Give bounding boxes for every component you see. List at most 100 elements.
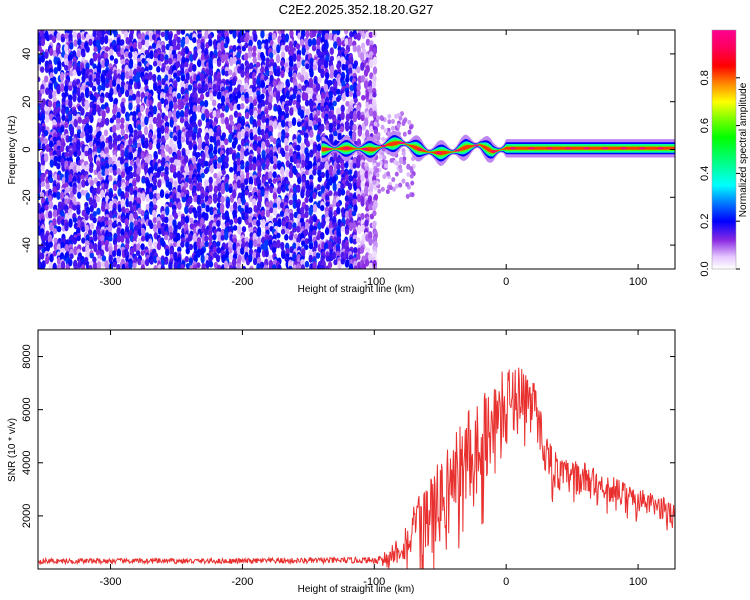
heatmap-cell	[233, 110, 239, 118]
heatmap-cell	[80, 189, 85, 196]
heatmap-cell	[183, 181, 189, 189]
heatmap-cell	[303, 92, 309, 101]
band-peak	[491, 150, 498, 153]
heatmap-cell	[204, 254, 209, 262]
heatmap-cell	[229, 166, 234, 173]
heatmap-cell	[125, 207, 130, 215]
heatmap-cell	[169, 231, 174, 240]
heatmap-cell	[368, 85, 373, 95]
heatmap-cell	[256, 231, 261, 237]
heatmap-cell	[60, 158, 65, 167]
heatmap-cell	[365, 38, 371, 46]
heatmap-cell	[68, 186, 74, 193]
heatmap-cell	[197, 119, 202, 127]
heatmap-cell	[180, 30, 186, 35]
heatmap-cell	[220, 95, 226, 104]
heatmap-cell	[240, 35, 245, 43]
heatmap-cell	[49, 47, 54, 57]
heatmap-cell	[296, 236, 301, 244]
heatmap-cell	[228, 133, 233, 143]
heatmap-cell	[88, 156, 94, 163]
heatmap-cell	[73, 265, 78, 269]
heatmap-cell	[407, 119, 412, 125]
heatmap-cell	[44, 152, 49, 163]
heatmap-cell	[333, 41, 338, 49]
heatmap-cell	[52, 136, 58, 143]
heatmap-cell	[288, 265, 293, 269]
heatmap-cell	[145, 179, 151, 188]
heatmap-cell	[84, 224, 90, 232]
heatmap-cell	[316, 264, 322, 269]
heatmap-cell	[164, 59, 169, 65]
heatmap-cell	[349, 84, 354, 92]
heatmap-cell	[108, 135, 113, 145]
heatmap-cell	[224, 66, 230, 73]
heatmap-cell	[398, 168, 403, 174]
heatmap-cell	[169, 118, 174, 128]
heatmap-cell	[183, 155, 189, 164]
heatmap-cell	[264, 239, 269, 247]
heatmap-cell	[304, 244, 309, 251]
heatmap-cell	[64, 212, 70, 221]
spectrogram-cells	[38, 30, 416, 269]
heatmap-cell	[176, 42, 181, 51]
heatmap-cell	[131, 93, 137, 101]
heatmap-cell	[199, 247, 205, 257]
heatmap-cell	[296, 225, 301, 233]
heatmap-cell	[56, 191, 61, 200]
heatmap-cell	[129, 186, 134, 196]
heatmap-cell	[92, 201, 98, 209]
heatmap-cell	[56, 115, 61, 125]
heatmap-cell	[176, 232, 181, 242]
heatmap-cell	[93, 46, 98, 53]
heatmap-cell	[236, 103, 241, 111]
heatmap-cell	[328, 167, 333, 176]
heatmap-cell	[213, 172, 218, 179]
heatmap-cell	[40, 157, 46, 167]
heatmap-cell	[372, 134, 377, 140]
heatmap-cell	[88, 74, 93, 84]
heatmap-cell	[168, 68, 173, 76]
heatmap-cell	[305, 140, 311, 148]
heatmap-cell	[360, 181, 366, 188]
heatmap-cell	[176, 92, 182, 100]
heatmap-cell	[383, 128, 388, 134]
band-peak	[509, 147, 516, 150]
heatmap-cell	[100, 240, 106, 247]
x-tick-label: -300	[100, 576, 122, 588]
heatmap-cell	[284, 151, 290, 161]
heatmap-cell	[208, 118, 214, 125]
heatmap-cell	[116, 167, 121, 176]
heatmap-cell	[108, 48, 114, 57]
heatmap-cell	[176, 191, 181, 200]
heatmap-cell	[77, 38, 82, 46]
heatmap-cell	[243, 53, 249, 61]
heatmap-cell	[287, 221, 293, 231]
heatmap-cell	[368, 252, 373, 262]
heatmap-cell	[371, 80, 377, 89]
heatmap-cell	[257, 135, 262, 143]
heatmap-cell	[284, 104, 289, 114]
heatmap-cell	[69, 127, 75, 138]
heatmap-cell	[136, 71, 141, 79]
heatmap-cell	[360, 174, 365, 182]
heatmap-cell	[260, 93, 265, 100]
heatmap-cell	[335, 156, 341, 164]
heatmap-cell	[349, 30, 354, 38]
heatmap-cell	[140, 32, 146, 42]
heatmap-cell	[77, 183, 82, 191]
heatmap-cell	[132, 262, 137, 269]
heatmap-cell	[172, 90, 177, 99]
heatmap-cell	[223, 42, 229, 49]
heatmap-cell	[317, 76, 322, 84]
colorbar-tick-label: 0.2	[699, 214, 711, 229]
heatmap-cell	[360, 224, 366, 233]
heatmap-cell	[137, 237, 142, 244]
heatmap-cell	[144, 34, 150, 42]
heatmap-cell	[148, 131, 153, 140]
colorbar-gradient	[712, 30, 736, 269]
heatmap-cell	[100, 261, 106, 268]
heatmap-cell	[143, 78, 149, 86]
heatmap-cell	[44, 114, 50, 123]
heatmap-cell	[304, 169, 310, 176]
